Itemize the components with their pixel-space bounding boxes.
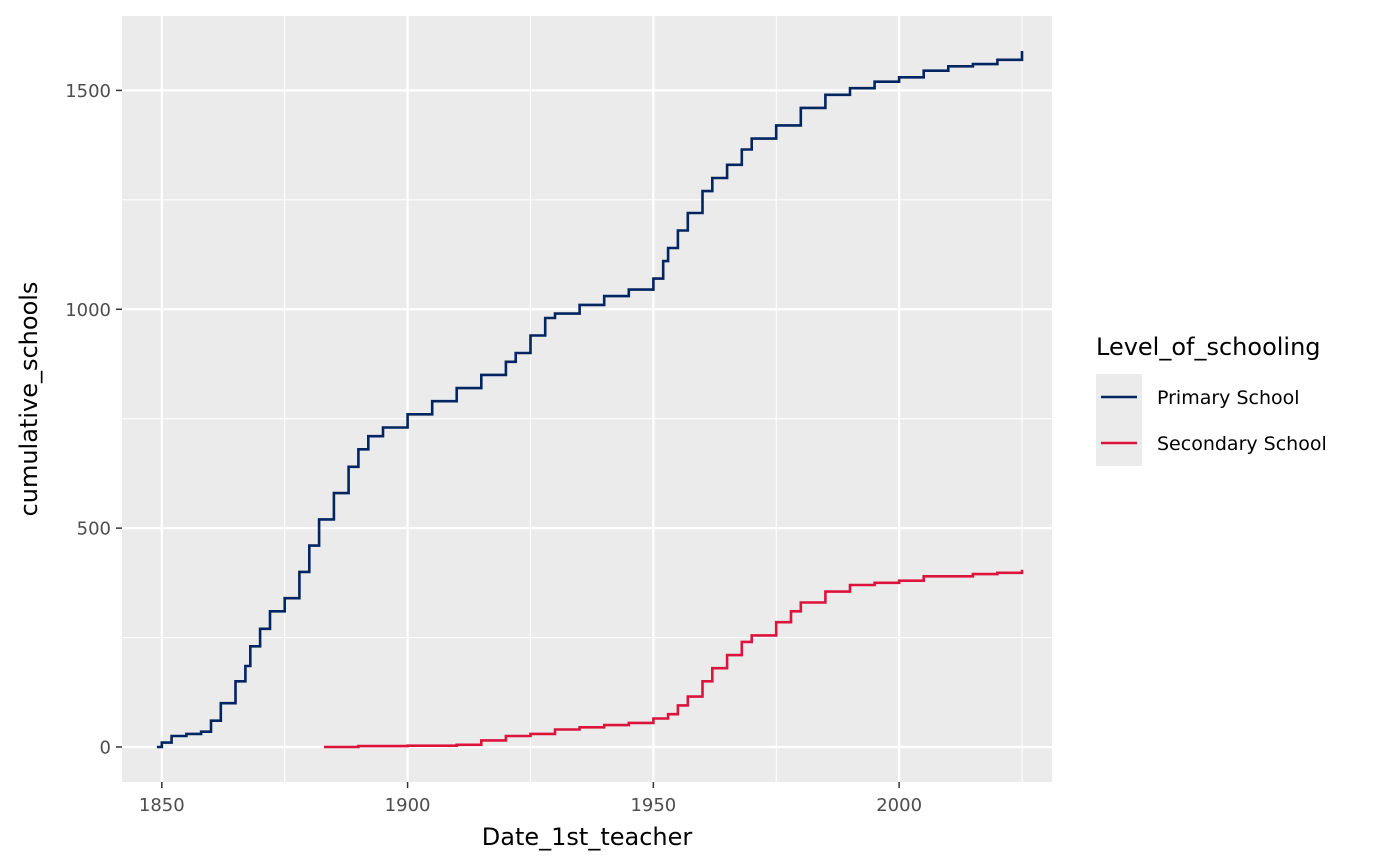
gridlines [122, 16, 1052, 782]
legend-label-secondary-school: Secondary School [1157, 433, 1327, 455]
series-line-primary-school [156, 51, 1024, 749]
x-tick-label: 1850 [139, 795, 185, 816]
plot-panel [122, 16, 1052, 782]
axis-ticks: 1850 1900 1950 2000 0 500 1000 1500 [65, 81, 922, 816]
x-tick-label: 1900 [385, 795, 431, 816]
legend-key-background [1096, 374, 1142, 466]
series-line-secondary-school [324, 569, 1024, 749]
legend-label-primary-school: Primary School [1157, 387, 1300, 409]
x-tick-label: 1950 [630, 795, 676, 816]
y-tick-label: 0 [100, 737, 111, 758]
legend-items: Primary School Secondary School [1101, 387, 1327, 455]
x-axis-title: Date_1st_teacher [482, 823, 693, 851]
y-tick-label: 1000 [65, 300, 111, 321]
x-tick-label: 2000 [876, 795, 922, 816]
series-layer [156, 51, 1024, 749]
legend-title: Level_of_schooling [1096, 333, 1321, 361]
y-tick-label: 500 [77, 519, 111, 540]
y-tick-label: 1500 [65, 81, 111, 102]
legend: Level_of_schooling Primary School Seconda… [1096, 333, 1327, 466]
y-axis-title: cumulative_schools [15, 282, 43, 517]
